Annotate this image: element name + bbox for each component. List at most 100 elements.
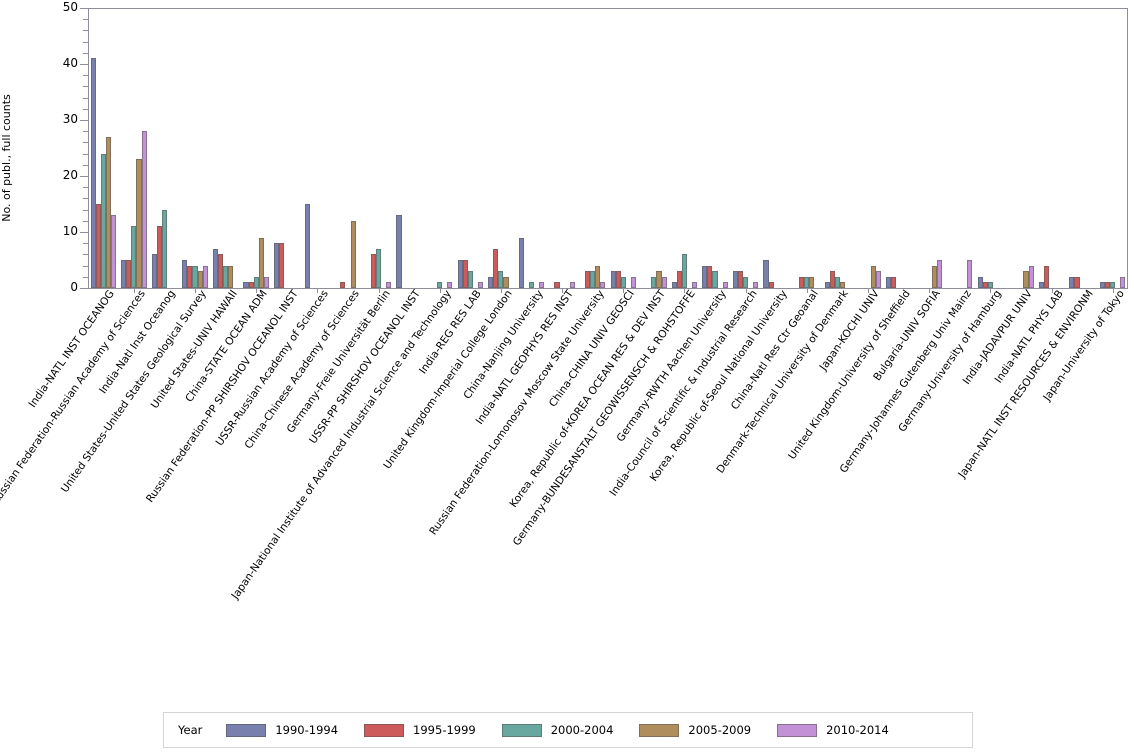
bar[interactable] xyxy=(1023,271,1029,288)
bar[interactable] xyxy=(630,276,637,288)
bar[interactable] xyxy=(498,271,504,288)
bar[interactable] xyxy=(890,276,897,288)
bar[interactable] xyxy=(279,243,285,288)
bar[interactable] xyxy=(931,265,937,288)
bar[interactable] xyxy=(528,282,535,288)
bar[interactable] xyxy=(967,260,973,288)
legend-item[interactable]: 1995-1999 xyxy=(364,723,476,737)
bar[interactable] xyxy=(182,260,188,288)
bar[interactable] xyxy=(110,215,117,288)
bar[interactable] xyxy=(223,265,229,288)
bar[interactable] xyxy=(743,276,749,288)
bar[interactable] xyxy=(722,282,728,288)
bar[interactable] xyxy=(447,282,453,288)
bar[interactable] xyxy=(202,265,208,288)
legend-item[interactable]: 2000-2004 xyxy=(501,723,613,737)
bar[interactable] xyxy=(712,271,718,288)
bar[interactable] xyxy=(253,276,259,288)
bar[interactable] xyxy=(590,271,596,288)
bar[interactable] xyxy=(1110,282,1116,288)
bar[interactable] xyxy=(197,271,203,288)
bar[interactable] xyxy=(610,271,616,288)
bar[interactable] xyxy=(656,271,662,288)
bar[interactable] xyxy=(90,58,96,288)
bar[interactable] xyxy=(676,271,682,288)
bar[interactable] xyxy=(615,271,621,288)
bar[interactable] xyxy=(987,282,993,288)
bar[interactable] xyxy=(462,260,468,288)
bar[interactable] xyxy=(977,276,983,288)
bar[interactable] xyxy=(1120,276,1126,288)
bar[interactable] xyxy=(263,276,269,288)
bar[interactable] xyxy=(595,265,601,288)
bar[interactable] xyxy=(651,276,657,288)
bar[interactable] xyxy=(600,282,606,288)
bar[interactable] xyxy=(228,265,234,288)
bar[interactable] xyxy=(671,282,677,288)
bar[interactable] xyxy=(437,282,443,288)
bar[interactable] xyxy=(350,220,356,288)
bar[interactable] xyxy=(809,276,815,288)
bar[interactable] xyxy=(824,282,830,288)
bar[interactable] xyxy=(804,276,810,288)
bar[interactable] xyxy=(732,271,738,288)
bar[interactable] xyxy=(217,254,224,288)
bar[interactable] xyxy=(95,204,101,288)
bar[interactable] xyxy=(396,215,402,288)
bar[interactable] xyxy=(839,282,846,288)
bar[interactable] xyxy=(799,276,805,288)
bar[interactable] xyxy=(274,243,280,288)
bar[interactable] xyxy=(554,282,560,288)
bar[interactable] xyxy=(370,254,377,288)
bar[interactable] xyxy=(493,248,499,288)
bar[interactable] xyxy=(885,276,891,288)
bar[interactable] xyxy=(1069,276,1075,288)
bar[interactable] xyxy=(477,282,484,288)
bar[interactable] xyxy=(737,271,744,288)
bar[interactable] xyxy=(243,282,249,288)
bar[interactable] xyxy=(1105,282,1111,288)
legend-item[interactable]: 1990-1994 xyxy=(226,723,338,737)
bar[interactable] xyxy=(681,254,687,288)
bar[interactable] xyxy=(376,248,382,288)
bar[interactable] xyxy=(829,271,835,288)
bar[interactable] xyxy=(692,282,698,288)
bar[interactable] xyxy=(620,276,626,288)
bar[interactable] xyxy=(936,260,942,288)
bar[interactable] xyxy=(131,226,137,288)
bar[interactable] xyxy=(870,265,876,288)
bar[interactable] xyxy=(585,271,591,288)
bar[interactable] xyxy=(136,159,142,288)
bar[interactable] xyxy=(304,204,310,288)
bar[interactable] xyxy=(1074,276,1080,288)
bar[interactable] xyxy=(661,276,667,288)
bar[interactable] xyxy=(248,282,254,288)
bar[interactable] xyxy=(100,153,106,288)
bar[interactable] xyxy=(1043,265,1049,288)
legend-item[interactable]: 2010-2014 xyxy=(777,723,889,737)
bar[interactable] xyxy=(539,282,545,288)
bar[interactable] xyxy=(518,237,524,288)
bar[interactable] xyxy=(105,136,111,288)
bar[interactable] xyxy=(340,282,346,288)
bar[interactable] xyxy=(834,276,840,288)
bar[interactable] xyxy=(753,282,759,288)
bar[interactable] xyxy=(569,282,575,288)
bar[interactable] xyxy=(768,282,774,288)
bar[interactable] xyxy=(156,226,162,288)
bar[interactable] xyxy=(386,282,392,288)
bar[interactable] xyxy=(151,254,157,288)
bar[interactable] xyxy=(1038,282,1044,288)
bar[interactable] xyxy=(982,282,988,288)
bar[interactable] xyxy=(121,260,127,288)
bar[interactable] xyxy=(503,276,509,288)
bar[interactable] xyxy=(875,271,881,288)
bar[interactable] xyxy=(488,276,494,288)
bar[interactable] xyxy=(763,260,769,288)
bar[interactable] xyxy=(1099,282,1106,288)
bar[interactable] xyxy=(192,265,198,288)
bar[interactable] xyxy=(258,237,264,288)
bar[interactable] xyxy=(467,271,473,288)
bar[interactable] xyxy=(187,265,193,288)
bar[interactable] xyxy=(707,265,713,288)
